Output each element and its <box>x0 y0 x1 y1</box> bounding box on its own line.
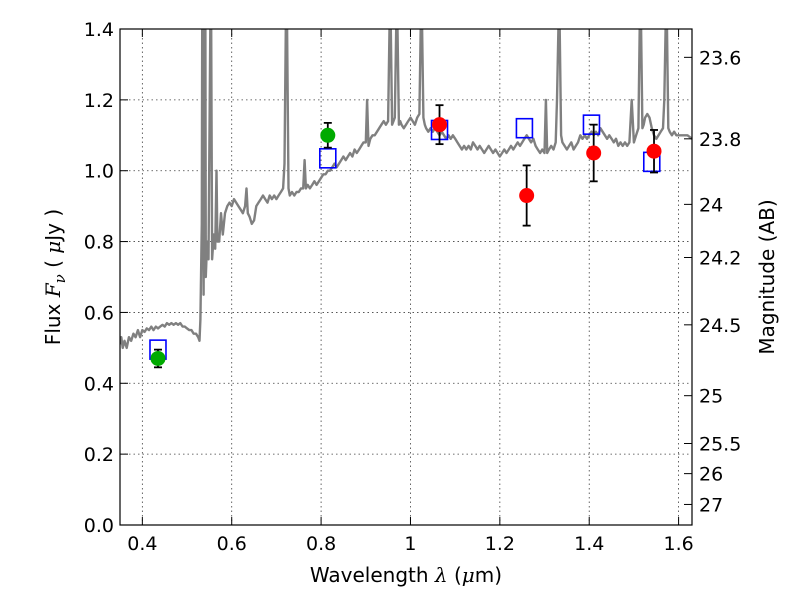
y-axis-title: Flux Fν ( μJy ) <box>41 209 69 345</box>
nir-data-point <box>519 188 535 204</box>
y2-tick-label: 24 <box>699 194 723 216</box>
x-tick-label: 1.4 <box>574 533 604 555</box>
y-tick-label: 0.2 <box>84 444 114 466</box>
spectrum-layer <box>120 29 692 350</box>
y-tick-label: 0.8 <box>84 232 114 254</box>
y-tick-label: 0.4 <box>84 373 114 395</box>
optical-data-point <box>320 127 336 143</box>
tick-layer: 0.4 0.6 0.8 1 1.2 1.4 1.6 0.0 0.2 0.4 0.6 0.8 1.0 1.2… <box>84 19 742 555</box>
x-tick-label: 0.4 <box>127 533 157 555</box>
y2-tick-label: 25 <box>699 386 723 408</box>
y-tick-label: 1.0 <box>84 161 114 183</box>
optical-data-point <box>150 350 166 366</box>
y-tick-label: 1.2 <box>84 90 114 112</box>
x-axis-title: Wavelength λ (μm) <box>310 563 502 587</box>
spectrum-line <box>120 29 692 350</box>
marker-layer <box>149 104 662 369</box>
nir-data-point <box>432 117 448 133</box>
y-tick-label: 0.6 <box>84 302 114 324</box>
y2-tick-label: 24.2 <box>699 248 741 270</box>
x-tick-label: 0.8 <box>306 533 336 555</box>
model-point-square <box>582 114 601 135</box>
y2-tick-label: 27 <box>699 494 723 516</box>
nir-data-point <box>586 145 602 161</box>
y2-tick-label: 23.8 <box>699 129 741 151</box>
x-tick-label: 0.6 <box>217 533 247 555</box>
y2-tick-label: 25.5 <box>699 434 741 456</box>
y-tick-label: 1.4 <box>84 19 114 41</box>
y-tick-label: 0.0 <box>84 515 114 537</box>
nir-data-point <box>646 143 662 159</box>
x-tick-label: 1.6 <box>663 533 693 555</box>
plot-frame <box>119 28 693 526</box>
y2-tick-label: 24.5 <box>699 315 741 337</box>
y2-tick-label: 23.6 <box>699 47 741 69</box>
y2-tick-label: 26 <box>699 464 723 486</box>
x-tick-label: 1.2 <box>485 533 515 555</box>
x-tick-label: 1 <box>404 533 416 555</box>
model-point-square <box>515 117 534 139</box>
model-point-square <box>318 148 337 169</box>
y2-axis-title: Magnitude (AB) <box>755 199 779 354</box>
